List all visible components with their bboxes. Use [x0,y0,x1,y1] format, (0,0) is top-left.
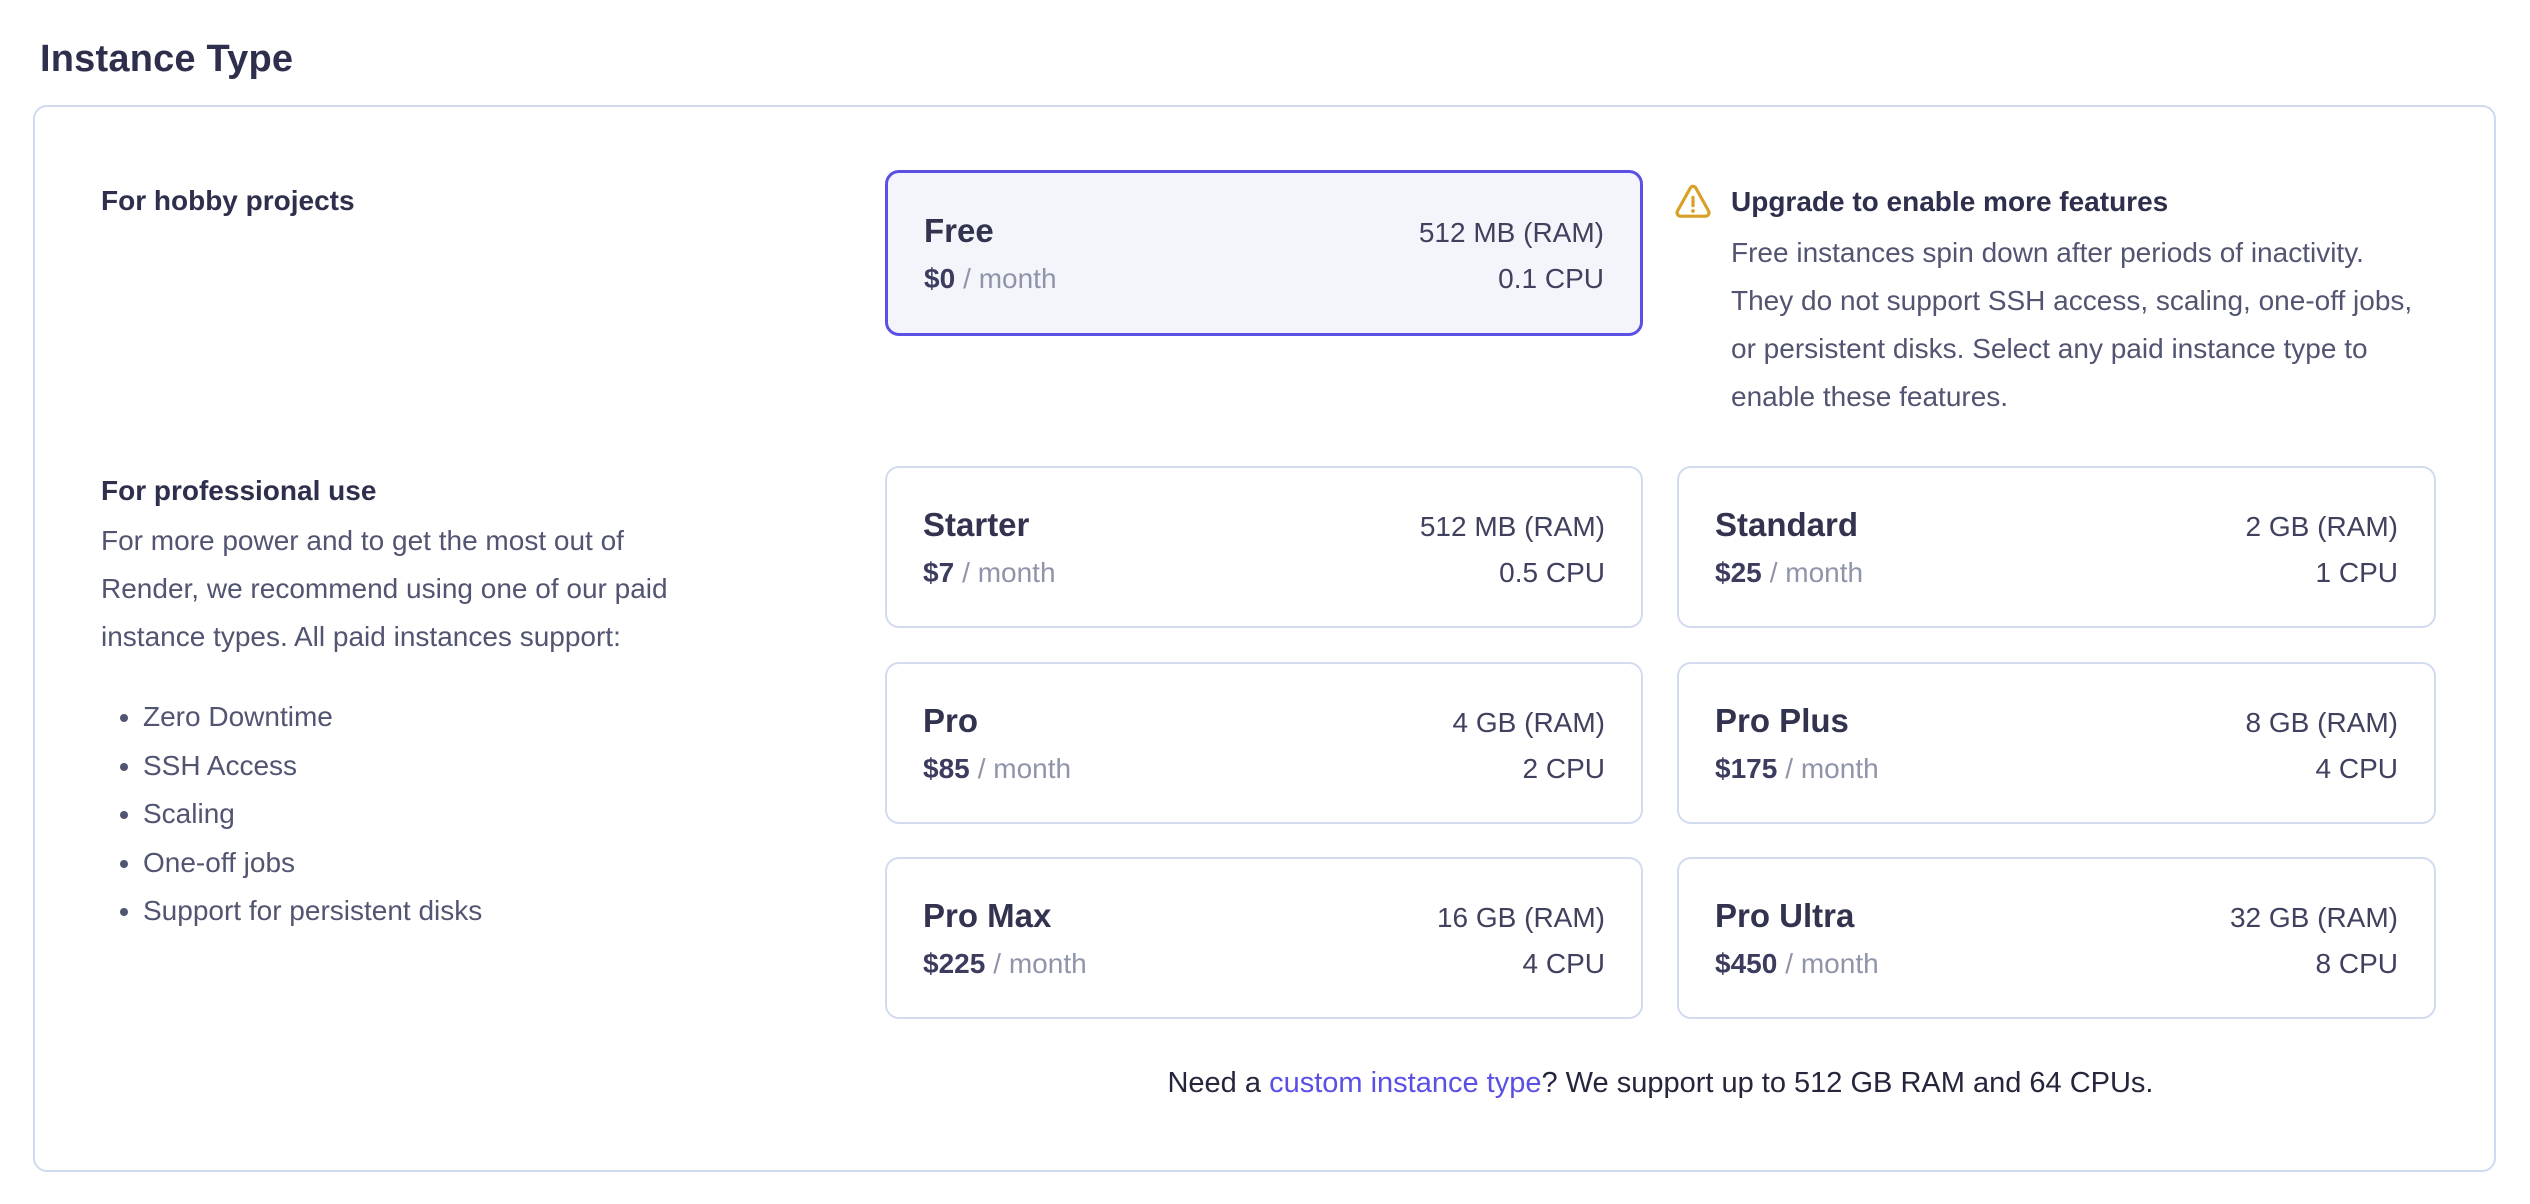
hobby-section-label: For hobby projects [101,185,355,216]
plan-price: $85/ month [923,753,1071,785]
plan-price-period: / month [1785,947,1879,979]
plan-cpu: 0.5 CPU [1499,556,1605,588]
plan-name: Free [924,211,994,249]
card-row: Pro 4 GB (RAM) [923,702,1605,740]
instance-card-pro-max[interactable]: Pro Max 16 GB (RAM) $225/ month 4 CPU [885,857,1643,1019]
plan-ram: 32 GB (RAM) [2229,901,2398,933]
list-item: SSH Access [143,742,761,791]
plan-name: Pro Max [923,896,1052,934]
instance-card-pro-ultra[interactable]: Pro Ultra 32 GB (RAM) $450/ month 8 CPU [1677,857,2436,1019]
plan-name: Standard [1715,505,1859,543]
card-row: Pro Ultra 32 GB (RAM) [1715,897,2398,935]
plan-name: Pro Ultra [1715,896,1855,934]
card-row: Starter 512 MB (RAM) [923,506,1605,544]
professional-section: For professional use For more power and … [101,475,761,936]
plan-price: $175/ month [1715,753,1879,785]
list-item: Support for persistent disks [143,887,761,936]
plan-price-amount: $25 [1715,556,1762,588]
plan-price: $25/ month [1715,557,1863,589]
card-row: $450/ month 8 CPU [1715,948,2398,980]
plan-price-period: / month [963,262,1057,294]
plan-name: Pro [923,701,979,739]
plan-price: $0/ month [924,263,1057,295]
plan-price-amount: $225 [923,947,986,979]
card-row: Standard 2 GB (RAM) [1715,506,2398,544]
plan-ram: 8 GB (RAM) [2245,706,2398,738]
card-row: $7/ month 0.5 CPU [923,557,1605,589]
card-row: Pro Max 16 GB (RAM) [923,897,1605,935]
instance-card-starter[interactable]: Starter 512 MB (RAM) $7/ month 0.5 CPU [885,466,1643,628]
plan-price-amount: $175 [1715,752,1778,784]
card-row: Free 512 MB (RAM) [924,212,1604,250]
plan-cpu: 8 CPU [2315,947,2398,979]
plan-price-period: / month [962,556,1056,588]
plan-ram: 2 GB (RAM) [2245,510,2398,542]
plan-name: Starter [923,505,1030,543]
instance-card-pro-plus[interactable]: Pro Plus 8 GB (RAM) $175/ month 4 CPU [1677,662,2436,824]
list-item: One-off jobs [143,839,761,888]
plan-ram: 512 MB (RAM) [1418,216,1604,248]
card-row: $0/ month 0.1 CPU [924,263,1604,295]
plan-price-period: / month [1785,752,1879,784]
professional-description: For more power and to get the most out o… [101,525,668,652]
custom-instance-type-link[interactable]: custom instance type [1269,1067,1542,1099]
plan-price: $450/ month [1715,948,1879,980]
plan-price-amount: $85 [923,752,970,784]
upgrade-warning: Upgrade to enable more features Free ins… [1673,181,2433,421]
plan-price: $7/ month [923,557,1056,589]
plan-price-amount: $7 [923,556,955,588]
warning-text: Upgrade to enable more features Free ins… [1731,181,2431,421]
professional-section-label: For professional use [101,475,377,506]
page-title: Instance Type [40,38,294,80]
warning-triangle-icon [1673,182,1713,227]
plan-ram: 16 GB (RAM) [1436,901,1605,933]
plan-ram: 512 MB (RAM) [1419,510,1605,542]
card-row: $175/ month 4 CPU [1715,753,2398,785]
plan-cpu: 4 CPU [2315,752,2398,784]
card-row: $25/ month 1 CPU [1715,557,2398,589]
plan-price-amount: $450 [1715,947,1778,979]
card-row: Pro Plus 8 GB (RAM) [1715,702,2398,740]
instance-card-free[interactable]: Free 512 MB (RAM) $0/ month 0.1 CPU [885,170,1643,336]
plan-price-amount: $0 [924,262,956,294]
plan-price-period: / month [993,947,1087,979]
list-item: Scaling [143,790,761,839]
instance-card-pro[interactable]: Pro 4 GB (RAM) $85/ month 2 CPU [885,662,1643,824]
plan-name: Pro Plus [1715,701,1849,739]
card-row: $85/ month 2 CPU [923,753,1605,785]
plan-ram: 4 GB (RAM) [1452,706,1605,738]
warning-title: Upgrade to enable more features [1731,186,2169,217]
plan-cpu: 4 CPU [1522,947,1605,979]
instance-type-panel: For hobby projects Free 512 MB (RAM) $0/… [33,105,2496,1172]
plan-cpu: 0.1 CPU [1498,262,1604,294]
plan-cpu: 1 CPU [2315,556,2398,588]
list-item: Zero Downtime [143,693,761,742]
warning-body: Free instances spin down after periods o… [1731,237,2413,412]
custom-instance-note: Need a custom instance type? We support … [885,1063,2436,1103]
card-row: $225/ month 4 CPU [923,948,1605,980]
plan-price-period: / month [1769,556,1864,588]
instance-card-standard[interactable]: Standard 2 GB (RAM) $25/ month 1 CPU [1677,466,2436,628]
plan-cpu: 2 CPU [1522,752,1605,784]
note-suffix: ? We support up to 512 GB RAM and 64 CPU… [1541,1067,2154,1099]
plan-price: $225/ month [923,948,1087,980]
paid-features-list: Zero Downtime SSH Access Scaling One-off… [101,693,761,936]
note-prefix: Need a [1167,1067,1270,1099]
plan-price-period: / month [977,752,1072,784]
